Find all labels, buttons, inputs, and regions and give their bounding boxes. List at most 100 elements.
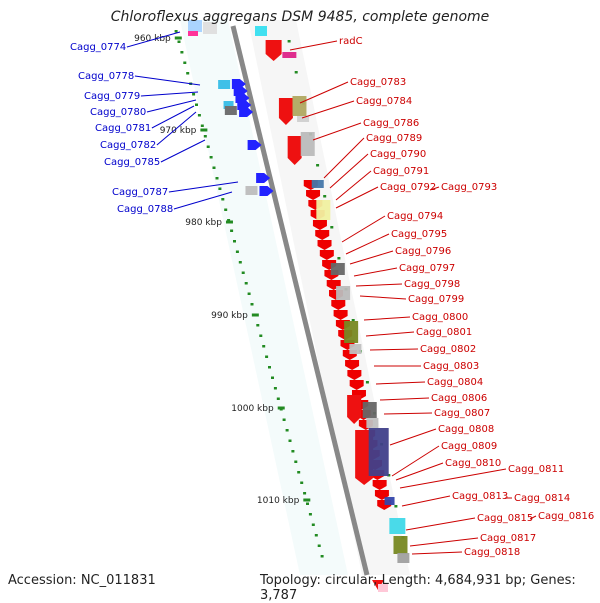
minus-gene-arrow	[372, 480, 387, 490]
minus-gene-box	[349, 344, 362, 354]
scale-label: 970 kbp	[160, 126, 197, 136]
minus-gene-label: Cagg_0783	[350, 77, 406, 88]
tick-dot	[294, 71, 298, 74]
minus-gene-label: Cagg_0792	[380, 182, 436, 193]
minus-gene-label: Cagg_0797	[399, 263, 455, 274]
tick-dot	[177, 40, 181, 43]
plus-gene-block	[218, 80, 231, 89]
minus-label-leader	[365, 331, 415, 337]
minus-label-leader	[379, 397, 430, 401]
tick-dot	[200, 124, 204, 127]
minus-gene-label: Cagg_0808	[438, 424, 494, 435]
minus-gene-label: Cagg_0801	[416, 327, 472, 338]
plus-label-leader	[168, 181, 239, 193]
minus-gene-block	[278, 98, 293, 118]
tick-dot	[308, 513, 312, 516]
tick-dot	[212, 166, 216, 169]
minus-label-leader	[312, 122, 362, 141]
tick-dot	[285, 429, 289, 432]
minus-label-leader	[429, 186, 440, 191]
plus-gene-label: Cagg_0787	[112, 187, 168, 198]
minus-gene-label: Cagg_0796	[395, 246, 451, 257]
minus-gene-arrow	[319, 250, 334, 260]
tick-dot	[233, 240, 236, 243]
minus-gene-label: Cagg_0804	[427, 377, 483, 388]
minus-gene-label: Cagg_0809	[441, 441, 497, 452]
genome-summary: Topology: circular; Length: 4,684,931 bp…	[260, 573, 576, 603]
minus-gene-label: Cagg_0790	[370, 149, 426, 160]
feature-top-pink	[188, 31, 198, 36]
minus-label-leader	[395, 462, 444, 481]
plus-label-leader	[134, 75, 201, 86]
minus-label-leader	[299, 81, 349, 104]
plus-label-leader	[173, 191, 233, 210]
tick-dot	[215, 177, 219, 180]
tick-dot	[197, 114, 201, 117]
minus-gene-label: Cagg_0806	[431, 393, 487, 404]
minus-gene-label: Cagg_0816	[538, 511, 594, 522]
minus-label-leader	[411, 551, 463, 555]
scale-label: 990 kbp	[211, 311, 248, 321]
minus-gene-arrow	[315, 230, 330, 240]
tick-dot	[235, 250, 239, 253]
map-title: Chloroflexus aggregans DSM 9485, complet…	[110, 9, 490, 25]
scale-label: 980 kbp	[185, 218, 222, 228]
minus-gene-label: Cagg_0814	[514, 493, 570, 504]
minus-gene-arrow	[347, 417, 362, 424]
plus-label-leader	[160, 139, 206, 163]
minus-gene-box	[397, 553, 410, 563]
tick-dot	[282, 418, 286, 421]
plus-gene-arrow	[247, 140, 262, 150]
tick-dot	[256, 324, 260, 327]
plus-gene-label: Cagg_0781	[95, 123, 151, 134]
plus-label-leader	[151, 105, 195, 129]
minus-gene-label: Cagg_0810	[445, 458, 501, 469]
tick-dot	[206, 145, 210, 148]
feature-top-grey	[203, 22, 217, 34]
minus-gene-block	[265, 40, 282, 54]
tick-dot	[241, 271, 245, 274]
minus-gene-box	[393, 536, 408, 554]
minus-label-leader	[359, 295, 407, 300]
tick-dot	[314, 534, 318, 537]
tick-dot	[316, 164, 320, 167]
minus-gene-label: Cagg_0793	[441, 182, 497, 193]
minus-label-leader	[383, 412, 433, 415]
tick-dot	[221, 198, 225, 201]
minus-gene-box	[384, 497, 395, 505]
minus-label-leader	[369, 348, 419, 351]
minus-gene-box	[362, 402, 377, 418]
tick-dot	[195, 103, 198, 106]
tick-dot	[323, 195, 327, 198]
minus-gene-box	[330, 263, 345, 275]
minus-label-leader	[341, 215, 386, 243]
minus-label-leader	[335, 170, 372, 201]
minus-label-leader	[301, 100, 355, 119]
minus-gene-box	[316, 200, 331, 220]
tick-dot	[227, 219, 231, 222]
minus-gene-arrow	[312, 220, 327, 230]
minus-gene-box	[366, 418, 379, 428]
minus-gene-box	[300, 132, 315, 156]
tick-dot	[287, 40, 291, 43]
minus-gene-arrow	[278, 118, 293, 125]
minus-gene-block	[347, 395, 362, 417]
feature-top-cyan	[255, 26, 267, 36]
minus-gene-label: Cagg_0811	[508, 464, 564, 475]
minus-label-leader	[375, 381, 426, 385]
minus-gene-arrow	[317, 240, 332, 250]
minus-label-leader	[349, 250, 394, 265]
tick-dot	[183, 61, 187, 64]
minus-gene-block	[287, 136, 302, 158]
minus-label-leader	[391, 445, 440, 477]
tick-dot	[244, 282, 248, 285]
minus-gene-label: Cagg_0807	[434, 408, 490, 419]
minus-gene-arrow	[306, 190, 321, 200]
scale-label: 1010 kbp	[257, 496, 300, 506]
minus-label-leader	[335, 186, 379, 209]
plus-gene-arrow	[259, 186, 274, 196]
tick-dot	[300, 481, 304, 484]
minus-gene-label: Cagg_0813	[452, 491, 508, 502]
minus-gene-label: radC	[339, 36, 363, 47]
